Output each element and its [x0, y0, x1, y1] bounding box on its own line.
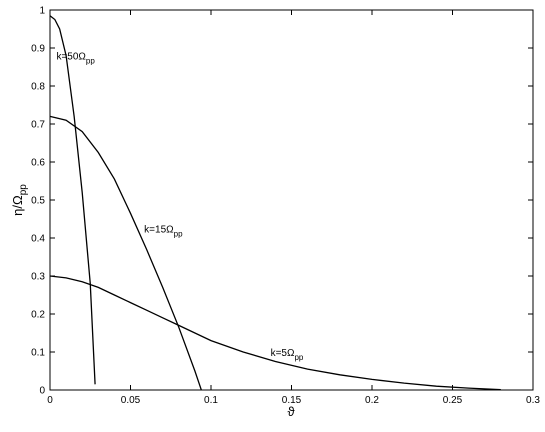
- y-tick-label: 0.5: [31, 196, 45, 207]
- y-tick-label: 0.7: [31, 120, 45, 131]
- curve-label: k=5Ωpp: [271, 348, 304, 362]
- y-tick-label: 0.8: [31, 82, 45, 93]
- y-tick-label: 0.3: [31, 272, 45, 283]
- curve-label-name: k=5Ω: [271, 348, 295, 359]
- curve-label: k=50Ωpp: [56, 51, 95, 65]
- y-tick-label: 0.6: [31, 158, 45, 169]
- x-tick-label: 0.15: [282, 395, 302, 406]
- curve: [49, 15, 96, 385]
- x-tick-label: 0.1: [204, 395, 218, 406]
- y-tick-label: 0.2: [31, 310, 45, 321]
- curve-label: k=15Ωpp: [144, 224, 183, 238]
- curve: [49, 275, 501, 391]
- x-tick-label: 0.2: [365, 395, 379, 406]
- curve: [49, 115, 202, 391]
- x-tick-label: 0.3: [526, 395, 540, 406]
- curve-label-sub: pp: [86, 56, 95, 65]
- x-tick-label: 0: [47, 395, 53, 406]
- plot-frame: [49, 9, 534, 391]
- x-tick-label: 0.05: [121, 395, 141, 406]
- y-axis-label: η/Ωpp: [10, 184, 29, 216]
- y-tick-label: 0.1: [31, 348, 45, 359]
- curve-label-name: k=50Ω: [56, 51, 86, 62]
- y-tick-label: 0.9: [31, 44, 45, 55]
- x-axis-label: ϑ: [287, 404, 295, 419]
- curve-label-sub: pp: [294, 353, 303, 362]
- x-tick-label: 0.25: [443, 395, 463, 406]
- y-tick-label: 0.4: [31, 234, 45, 245]
- curve-label-sub: pp: [174, 229, 183, 238]
- y-tick-label: 0: [39, 386, 45, 397]
- curve-label-name: k=15Ω: [144, 224, 174, 235]
- y-tick-label: 1: [39, 6, 45, 17]
